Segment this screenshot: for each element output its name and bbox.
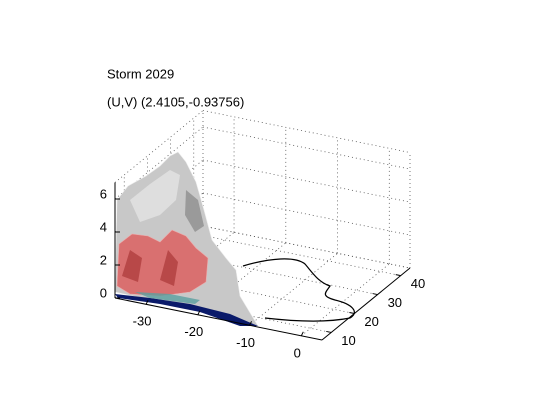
- grid-line: [202, 126, 411, 170]
- z-tick-label: 0: [100, 285, 107, 300]
- y-tick: [395, 274, 401, 277]
- z-tick-label: 2: [100, 252, 107, 267]
- x-tick: [300, 331, 304, 337]
- axes: 0 2 4 6 10 20 30 40 -30 -20 -10 0: [100, 182, 425, 360]
- chart-subtitle: (U,V) (2.4105,-0.93756): [107, 94, 244, 109]
- grid-line: [249, 253, 338, 326]
- wall-edge: [114, 110, 204, 183]
- grid-line: [124, 290, 332, 333]
- x-tick-label: 0: [294, 345, 301, 360]
- z-tick-label: 6: [100, 186, 107, 201]
- y-tick-label: 20: [364, 314, 378, 329]
- x-tick: [249, 321, 252, 326]
- z-tick-label: 4: [100, 219, 107, 234]
- y-tick-label: 10: [341, 333, 355, 348]
- x-tick-label: -20: [184, 324, 203, 339]
- grid-line: [170, 252, 378, 295]
- grid-line: [114, 126, 204, 200]
- grid-line: [147, 271, 355, 314]
- y-tick-label: 40: [411, 276, 425, 291]
- surface-teal: [135, 292, 200, 304]
- surface-red-dark: [122, 250, 178, 286]
- grid-line: [202, 159, 411, 203]
- x-axis: [114, 297, 323, 341]
- surface-highlight: [130, 170, 180, 222]
- grid-line: [197, 242, 287, 316]
- y-tick-label: 30: [388, 295, 402, 310]
- grid-line: [193, 233, 401, 277]
- x-tick-label: -10: [236, 335, 255, 350]
- contour-line: [242, 258, 355, 322]
- surface-shadow: [185, 190, 204, 232]
- y-tick: [326, 330, 332, 333]
- chart-title: Storm 2029: [107, 66, 174, 81]
- y-tick: [372, 293, 378, 296]
- grid-line: [301, 263, 390, 337]
- y-tick: [349, 312, 355, 314]
- surface: [114, 151, 355, 327]
- y-axis: [321, 267, 411, 341]
- surface-base: [115, 294, 258, 326]
- x-tick-label: -30: [133, 314, 152, 329]
- x-tick: [197, 310, 201, 316]
- grid-line: [202, 225, 411, 269]
- grid-line: [202, 192, 411, 236]
- wall-edge: [202, 110, 411, 153]
- x-tick: [145, 300, 149, 305]
